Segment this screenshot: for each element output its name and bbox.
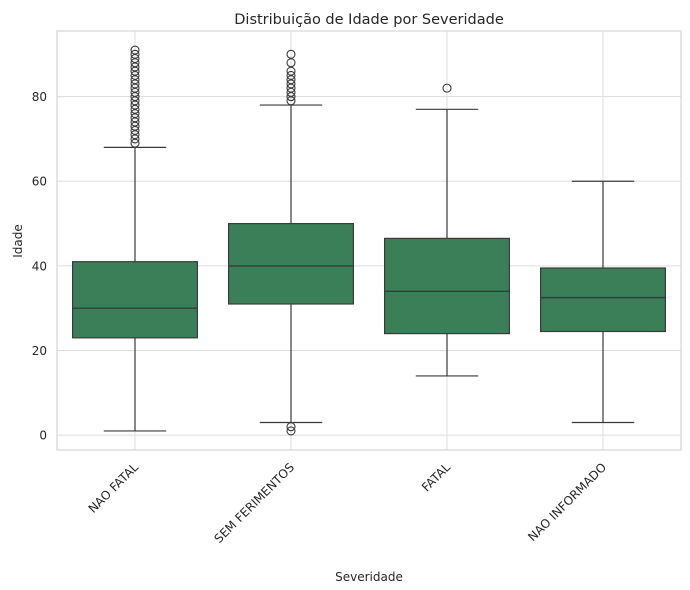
- outlier-point: [286, 426, 296, 436]
- box-group: [539, 180, 666, 424]
- outlier-point: [130, 49, 140, 59]
- y-axis-label: Idade: [11, 224, 25, 258]
- box-group: [228, 49, 355, 436]
- box: [539, 267, 666, 333]
- box: [228, 222, 355, 305]
- outlier-point: [442, 83, 452, 93]
- outlier-point: [286, 422, 296, 432]
- y-axis-ticks: 0 20 40 60 80: [32, 90, 47, 443]
- y-tick-label: 80: [32, 90, 47, 104]
- boxes-layer: [71, 45, 666, 436]
- outlier-point: [286, 49, 296, 59]
- y-tick-label: 40: [32, 259, 47, 273]
- x-axis-label: Severidade: [335, 570, 403, 584]
- plot-frame: [56, 30, 682, 451]
- outlier-point: [130, 45, 140, 55]
- box-group: [71, 45, 199, 432]
- y-tick-label: 60: [32, 175, 47, 189]
- box: [71, 261, 199, 339]
- y-tick-label: 0: [39, 429, 47, 443]
- outlier-point: [286, 70, 296, 80]
- box-group: [384, 83, 511, 377]
- y-tick-label: 20: [32, 344, 47, 358]
- chart-title: Distribuição de Idade por Severidade: [234, 12, 504, 28]
- box: [384, 237, 511, 335]
